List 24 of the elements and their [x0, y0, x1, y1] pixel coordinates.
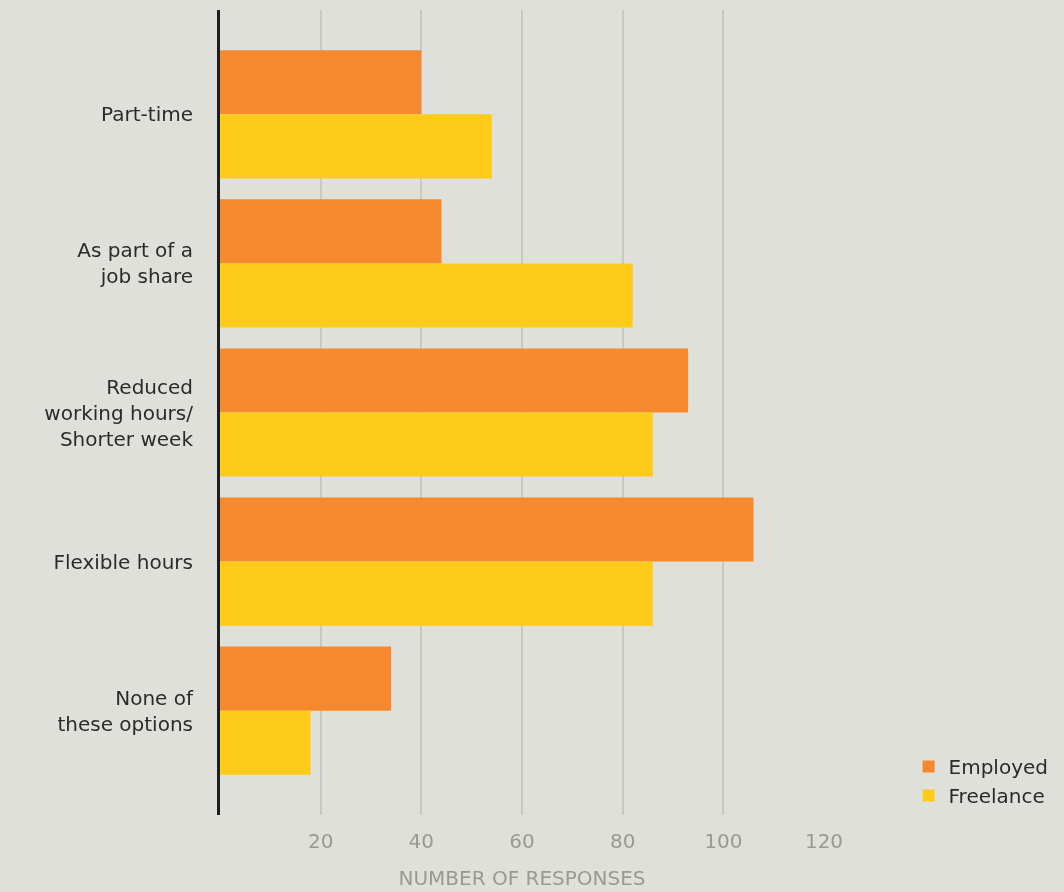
bar [220, 646, 392, 711]
legend-label: Employed [948, 755, 1049, 780]
bar [220, 710, 311, 775]
x-axis-title: NUMBER OF RESPONSES [398, 865, 646, 890]
legend-label: Freelance [948, 784, 1045, 809]
bar [220, 114, 492, 179]
bar [220, 348, 689, 413]
bar [220, 497, 754, 562]
y-tick-label: As part of a job share [77, 238, 193, 289]
bar [220, 561, 653, 626]
x-tick-label: 100 [704, 829, 743, 853]
x-tick-label: 120 [804, 829, 844, 853]
bar [220, 199, 442, 264]
y-tick-label: Reduced working hours/ Shorter week [44, 374, 194, 451]
y-tick-label: Part-time [101, 102, 193, 127]
y-tick-label: None of these options [57, 685, 194, 736]
x-tick-label: 40 [408, 829, 435, 853]
bar [220, 412, 653, 477]
x-tick-label: 20 [307, 829, 334, 853]
x-tick-label: 80 [609, 829, 636, 853]
bar [220, 50, 422, 115]
y-tick-label: Flexible hours [53, 549, 193, 574]
bar [220, 263, 633, 328]
x-tick-label: 60 [509, 829, 535, 853]
